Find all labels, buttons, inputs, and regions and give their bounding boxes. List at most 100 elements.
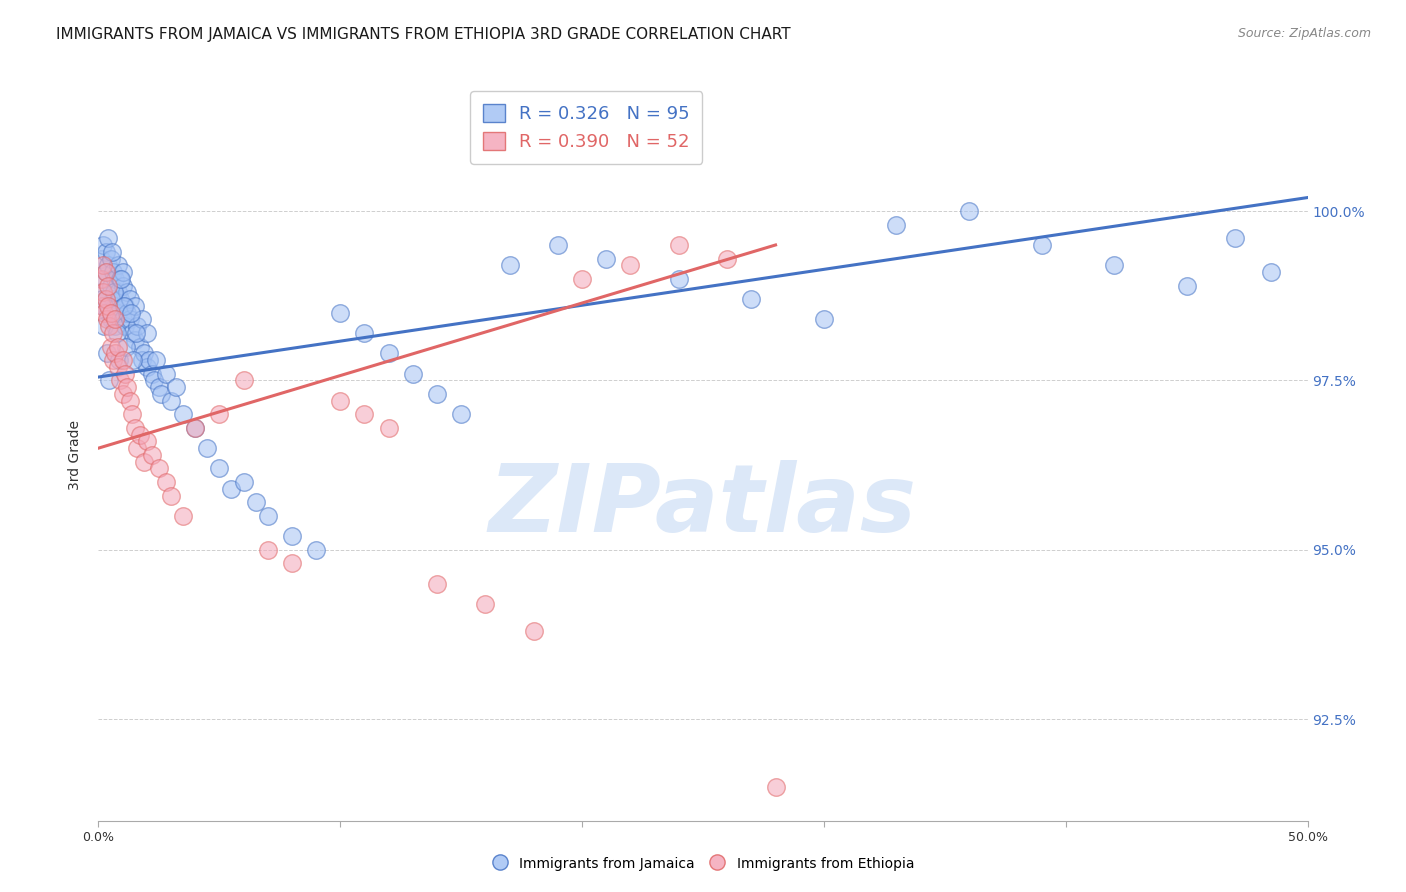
Point <box>134 346 156 360</box>
Point <box>94 292 117 306</box>
Point <box>117 285 139 300</box>
Point <box>329 393 352 408</box>
Point <box>143 373 166 387</box>
Point <box>120 306 142 320</box>
Point <box>124 299 146 313</box>
Point <box>305 542 328 557</box>
Point <box>115 340 138 354</box>
Point <box>91 272 114 286</box>
Point <box>100 244 122 259</box>
Point <box>145 353 167 368</box>
Point <box>104 272 127 286</box>
Point <box>1223 231 1246 245</box>
Point <box>90 285 112 300</box>
Point <box>141 448 163 462</box>
Point <box>122 353 145 368</box>
Point <box>128 427 150 442</box>
Point <box>377 421 399 435</box>
Point <box>402 367 425 381</box>
Point <box>124 421 146 435</box>
Point <box>329 306 352 320</box>
Point <box>141 367 163 381</box>
Point <box>91 299 114 313</box>
Point <box>111 312 134 326</box>
Point <box>121 326 143 340</box>
Point <box>104 299 127 313</box>
Point <box>93 306 115 320</box>
Point <box>107 258 129 272</box>
Point <box>104 312 127 326</box>
Point <box>110 272 132 286</box>
Point <box>108 272 131 286</box>
Point <box>96 312 118 326</box>
Point <box>668 272 690 286</box>
Point <box>172 407 194 421</box>
Point <box>668 238 690 252</box>
Point <box>96 346 118 360</box>
Point <box>135 326 157 340</box>
Point <box>118 292 141 306</box>
Point <box>377 346 399 360</box>
Point <box>104 319 127 334</box>
Point <box>124 333 146 347</box>
Point <box>97 231 120 245</box>
Point <box>112 299 135 313</box>
Point <box>108 292 131 306</box>
Point <box>160 393 183 408</box>
Point <box>94 244 117 259</box>
Point <box>195 441 218 455</box>
Point <box>118 393 141 408</box>
Point <box>111 278 134 293</box>
Point <box>108 353 131 368</box>
Point <box>104 346 127 360</box>
Point <box>121 407 143 421</box>
Point <box>184 421 207 435</box>
Point <box>105 326 128 340</box>
Point <box>131 312 153 326</box>
Point <box>117 306 139 320</box>
Point <box>100 306 122 320</box>
Point <box>957 204 980 219</box>
Point <box>101 265 124 279</box>
Point <box>118 312 141 326</box>
Point <box>160 489 183 503</box>
Point <box>353 407 375 421</box>
Point <box>97 278 120 293</box>
Point <box>498 258 520 272</box>
Point <box>91 285 114 300</box>
Point <box>97 306 120 320</box>
Point <box>94 265 117 279</box>
Point <box>93 319 115 334</box>
Point <box>1260 265 1282 279</box>
Point <box>111 353 134 368</box>
Point <box>165 380 187 394</box>
Point <box>138 353 160 368</box>
Point <box>127 441 149 455</box>
Point <box>256 508 278 523</box>
Point <box>353 326 375 340</box>
Point <box>134 455 156 469</box>
Point <box>740 292 762 306</box>
Point <box>127 319 149 334</box>
Point <box>125 326 148 340</box>
Point <box>100 312 122 326</box>
Point <box>208 407 231 421</box>
Point <box>114 299 136 313</box>
Point <box>523 624 546 638</box>
Point <box>765 780 787 794</box>
Point <box>232 475 254 489</box>
Text: ZIPatlas: ZIPatlas <box>489 460 917 552</box>
Point <box>111 387 134 401</box>
Point <box>245 495 267 509</box>
Point <box>155 367 177 381</box>
Point <box>716 252 738 266</box>
Point <box>128 340 150 354</box>
Point <box>107 359 129 374</box>
Point <box>97 299 120 313</box>
Text: IMMIGRANTS FROM JAMAICA VS IMMIGRANTS FROM ETHIOPIA 3RD GRADE CORRELATION CHART: IMMIGRANTS FROM JAMAICA VS IMMIGRANTS FR… <box>56 27 790 42</box>
Point <box>150 387 173 401</box>
Point <box>426 576 449 591</box>
Point <box>474 597 496 611</box>
Point <box>103 285 125 300</box>
Point <box>101 353 124 368</box>
